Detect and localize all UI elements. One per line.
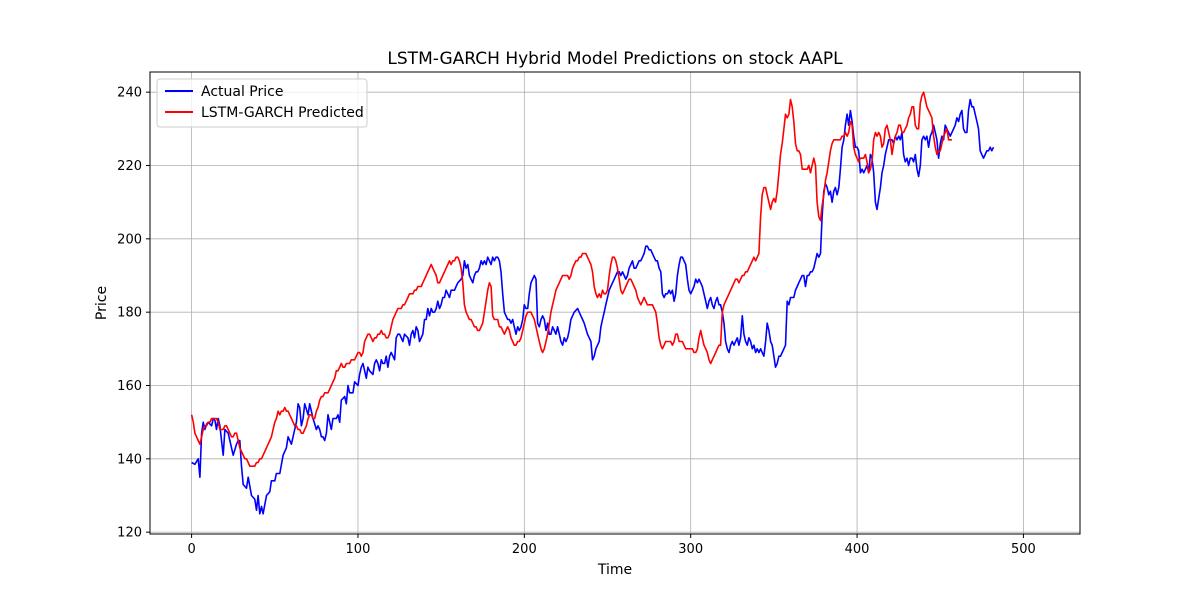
x-tick-label: 400: [845, 542, 870, 557]
series-layer: [190, 91, 995, 515]
y-tick-label: 120: [117, 526, 142, 541]
y-tick-label: 160: [117, 379, 142, 394]
legend: Actual Price LSTM-GARCH Predicted: [156, 78, 368, 128]
y-axis-title: Price: [94, 286, 110, 320]
x-tick-label: 200: [512, 542, 537, 557]
chart-title: LSTM-GARCH Hybrid Model Predictions on s…: [387, 49, 843, 69]
y-tick-label: 240: [117, 86, 142, 101]
axis-ticks: 0 100 200 300 400 500 120 140 160 180 200 220 240: [117, 86, 1036, 557]
legend-label-actual-price: Actual Price: [201, 84, 283, 100]
plot-area-frame: [149, 71, 1081, 535]
legend-box: [156, 78, 368, 128]
y-tick-label: 180: [117, 306, 142, 321]
y-tick-label: 220: [117, 159, 142, 174]
series-line-actual-price: [191, 98, 995, 515]
x-tick-label: 100: [346, 542, 371, 557]
grid: [150, 72, 1080, 534]
y-tick-label: 200: [117, 232, 142, 247]
legend-label-lstm-garch-predicted: LSTM-GARCH Predicted: [201, 105, 364, 121]
x-axis-title: Time: [597, 562, 632, 578]
x-tick-label: 500: [1011, 542, 1036, 557]
y-tick-label: 140: [117, 452, 142, 467]
series-line-lstm-garch-predicted: [190, 91, 952, 467]
x-tick-label: 300: [678, 542, 703, 557]
x-tick-label: 0: [187, 542, 195, 557]
